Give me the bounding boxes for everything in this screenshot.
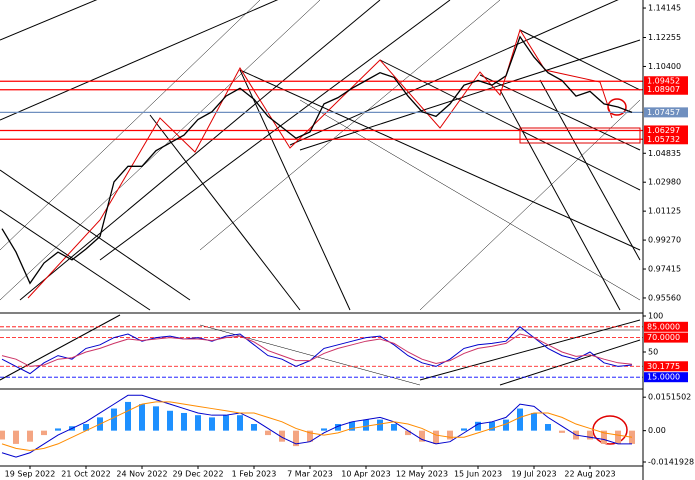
- y-tick-label: 1.04835: [648, 149, 681, 158]
- zone-box: [519, 127, 641, 144]
- highlight-circle: [592, 415, 628, 445]
- level-label: 1.07457: [647, 108, 680, 117]
- histogram-bar: [587, 430, 593, 440]
- histogram-bar: [27, 430, 33, 442]
- histogram-bar: [307, 430, 313, 442]
- level-label-box: [644, 125, 688, 136]
- histogram-bar: [195, 415, 201, 431]
- level-label: 1.05732: [647, 135, 680, 144]
- histogram-bar: [503, 419, 509, 431]
- histogram-bar: [447, 430, 453, 440]
- histogram-bar: [377, 419, 383, 431]
- histogram-bar: [601, 430, 607, 444]
- x-tick-label: 19 Sep 2022: [5, 470, 56, 479]
- level-label: 15.0000: [647, 373, 680, 382]
- plot: 1.14145 1.12255 1.10400 1.04835 1.02980 1.011…: [0, 4, 694, 479]
- y-tick-label: 1.14145: [648, 4, 681, 13]
- histogram-bar: [405, 430, 411, 436]
- histogram-bar: [237, 415, 243, 431]
- x-tick-label: 10 Apr 2023: [341, 470, 390, 479]
- x-tick-label: 7 Mar 2023: [287, 470, 333, 479]
- x-tick-label: 1 Feb 2023: [232, 470, 277, 479]
- histogram-bar: [181, 412, 187, 431]
- histogram-bar: [475, 421, 481, 431]
- level-label: 85.0000: [647, 322, 680, 331]
- y-tick-label: 1.02980: [648, 178, 681, 187]
- histogram-bar: [321, 428, 327, 431]
- y-tick-label: 100: [648, 312, 663, 321]
- histogram-bar: [517, 408, 523, 431]
- series-line: [1, 333, 633, 367]
- histogram-bar: [83, 424, 89, 431]
- y-tick-label: 0.95560: [648, 293, 681, 302]
- histogram-bar: [223, 415, 229, 431]
- histogram-bar: [559, 430, 565, 433]
- series-line: [1, 326, 633, 375]
- histogram-bar: [0, 430, 5, 440]
- histogram-bar: [279, 430, 285, 442]
- level-label: 1.08907: [647, 85, 680, 94]
- x-tick-label: 12 May 2023: [396, 470, 448, 479]
- level-label-box: [644, 84, 688, 95]
- histogram-bar: [545, 424, 551, 431]
- x-tick-label: 22 Aug 2023: [564, 470, 615, 479]
- histogram-bar: [419, 430, 425, 442]
- y-tick-label: 0.0151502: [648, 393, 691, 402]
- x-tick-label: 19 Jul 2023: [511, 470, 556, 479]
- histogram-bar: [531, 412, 537, 431]
- level-label: 30.1775: [647, 362, 680, 371]
- zigzag: [27, 28, 613, 299]
- histogram-bar: [265, 430, 271, 436]
- histogram-bar: [111, 408, 117, 431]
- histogram-bar: [391, 424, 397, 431]
- x-tick-label: 24 Nov 2022: [116, 470, 167, 479]
- histogram-bar: [251, 424, 257, 431]
- x-tick-label: 21 Oct 2022: [61, 470, 110, 479]
- histogram-bar: [293, 430, 299, 447]
- level-label: 1.06297: [647, 126, 680, 135]
- histogram-bar: [461, 428, 467, 431]
- histogram-bar: [363, 419, 369, 431]
- level-label-box: [644, 361, 688, 372]
- series-line: [1, 394, 632, 458]
- level-label-box: [644, 107, 688, 118]
- y-tick-label: 50: [648, 348, 658, 357]
- level-label: 1.09452: [647, 77, 680, 86]
- histogram-bar: [209, 417, 215, 431]
- histogram-bar: [167, 410, 173, 431]
- level-label: 70.0000: [647, 333, 680, 342]
- histogram-bar: [125, 401, 131, 431]
- y-tick-label: 1.12255: [648, 33, 681, 42]
- y-tick-label: -0.0141928: [648, 458, 694, 467]
- level-label-box: [644, 134, 688, 145]
- histogram-bar: [433, 430, 439, 444]
- histogram-bar: [349, 421, 355, 431]
- y-tick-label: 1.01125: [648, 207, 681, 216]
- histogram-bar: [335, 424, 341, 431]
- histogram-bar: [55, 428, 61, 431]
- histogram-bar: [13, 430, 19, 444]
- level-label-box: [644, 332, 688, 343]
- histogram-bar: [489, 421, 495, 431]
- y-tick-label: 0.99270: [648, 236, 681, 245]
- series-line: [1, 35, 633, 285]
- x-tick-label: 29 Dec 2022: [172, 470, 223, 479]
- x-tick-label: 15 Jun 2023: [454, 470, 502, 479]
- histogram-bar: [41, 430, 47, 436]
- level-label-box: [644, 372, 688, 383]
- histogram-bar: [153, 406, 159, 431]
- level-label-box: [644, 76, 688, 87]
- y-tick-label: 0.00: [648, 426, 666, 435]
- histogram-bar: [615, 430, 621, 444]
- histogram-bar: [139, 404, 145, 431]
- y-tick-label: 0.97415: [648, 265, 681, 274]
- highlight-circle: [607, 98, 627, 116]
- series-line: [1, 401, 633, 452]
- y-tick-label: 1.10400: [648, 62, 681, 71]
- level-label-box: [644, 321, 688, 332]
